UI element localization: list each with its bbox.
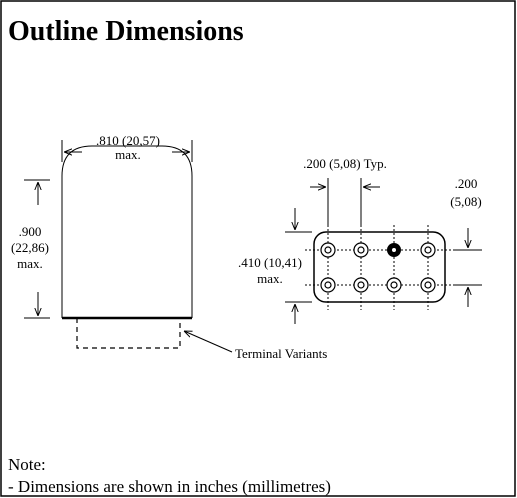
dim-label: max. xyxy=(17,256,43,271)
left-view xyxy=(24,140,233,353)
dim-label: max. xyxy=(257,271,283,286)
title: Outline Dimensions xyxy=(8,16,244,47)
callout-label: Terminal Variants xyxy=(235,346,327,361)
dim-label: (5,08) xyxy=(450,194,481,209)
dim-label: .200 (5,08) Typ. xyxy=(303,156,387,171)
dim-label: .410 (10,41) xyxy=(238,255,302,270)
dim-label: (22,86) xyxy=(11,240,49,255)
dim-label: .810 (20,57) xyxy=(96,133,160,148)
note-line: - Dimensions are shown in inches (millim… xyxy=(8,477,331,496)
dim-label: .900 xyxy=(19,224,42,239)
note-heading: Note: xyxy=(8,455,46,474)
dim-label: max. xyxy=(115,147,141,162)
dim-label: .200 xyxy=(455,176,478,191)
right-view xyxy=(285,178,482,324)
